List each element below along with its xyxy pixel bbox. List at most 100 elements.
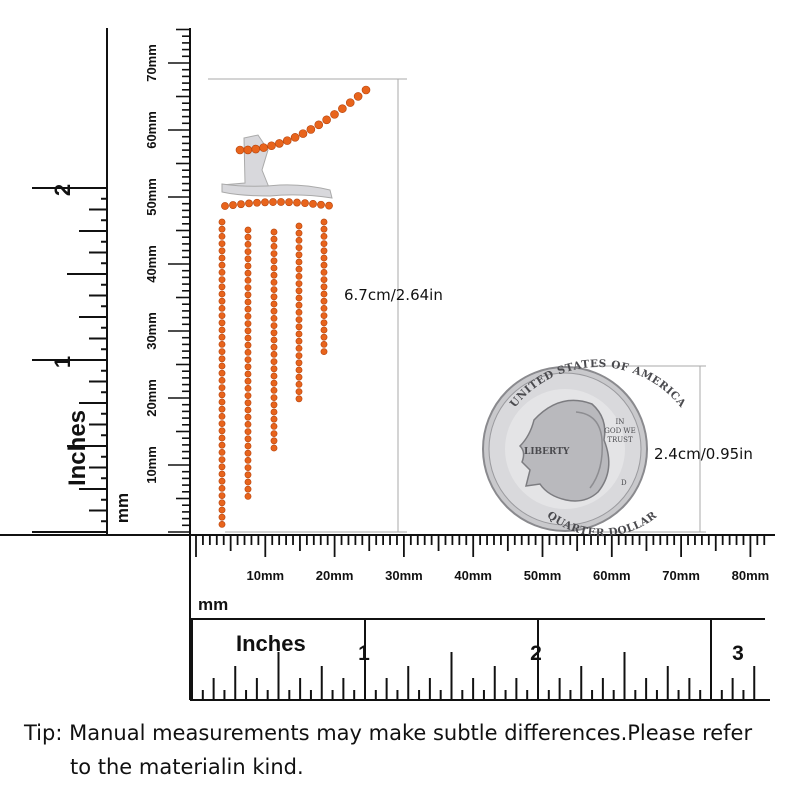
rhinestone	[270, 437, 278, 445]
rhinestone	[244, 284, 252, 291]
bottom-mm-label: 30mm	[385, 568, 423, 583]
rhinestone	[295, 222, 303, 230]
rhinestone	[244, 240, 252, 248]
rhinestone	[295, 308, 303, 316]
rhinestone	[295, 294, 303, 302]
rhinestone	[314, 120, 324, 130]
rhinestone	[270, 307, 278, 315]
rhinestone	[295, 316, 303, 323]
rhinestone	[320, 326, 328, 334]
rhinestone	[244, 356, 252, 363]
rhinestone	[270, 444, 278, 452]
rhinestone	[330, 110, 339, 119]
rhinestone	[270, 336, 278, 344]
left-mm-label: 10mm	[144, 446, 159, 484]
rhinestone	[218, 448, 226, 456]
rhinestone	[244, 399, 252, 407]
rhinestone	[295, 301, 303, 309]
rhinestone	[275, 139, 284, 148]
rhinestone	[320, 225, 328, 233]
rhinestone	[218, 484, 226, 492]
rhinestone	[270, 430, 278, 437]
rhinestone	[218, 268, 226, 276]
rhinestone	[295, 244, 303, 251]
rhinestone	[244, 291, 252, 299]
rhinestone	[218, 521, 226, 528]
rhinestone	[244, 442, 252, 450]
rhinestone	[244, 327, 252, 335]
rhinestone	[270, 379, 278, 387]
rhinestone	[243, 145, 253, 155]
rhinestone	[345, 98, 355, 107]
rhinestone	[320, 297, 328, 305]
bottom-mm-label: 80mm	[732, 568, 770, 583]
rhinestone	[218, 348, 226, 355]
rhinestone	[320, 333, 328, 341]
rhinestone	[218, 225, 226, 233]
rhinestone	[320, 348, 328, 355]
rhinestone	[218, 412, 226, 420]
rhinestone	[244, 348, 252, 356]
rhinestone	[301, 199, 309, 208]
rhinestone	[270, 343, 278, 351]
rhinestone	[244, 226, 252, 234]
rhinestone	[244, 478, 252, 486]
rhinestone	[270, 286, 278, 293]
rhinestone	[251, 144, 261, 154]
rhinestone	[295, 344, 303, 352]
rhinestone	[244, 334, 252, 342]
earring-length-label: 6.7cm/2.64in	[344, 286, 443, 304]
washington-portrait-icon	[518, 399, 610, 502]
rhinestone	[270, 372, 278, 380]
rhinestone	[295, 251, 303, 259]
rhinestone	[218, 456, 226, 463]
rhinestone	[237, 200, 245, 209]
rhinestone	[244, 320, 252, 327]
rhinestone	[295, 258, 303, 266]
rhinestone	[244, 485, 252, 493]
bottom-mm-label: 40mm	[454, 568, 492, 583]
rhinestone	[322, 115, 331, 125]
rhinestone	[218, 506, 226, 514]
rhinestone	[309, 199, 317, 208]
rhinestone	[320, 290, 328, 298]
rhinestone	[317, 200, 325, 209]
rhinestone	[295, 373, 303, 381]
rhinestone	[290, 133, 300, 142]
rhinestone	[244, 377, 252, 385]
left-mm-label: 30mm	[144, 312, 159, 350]
bottom-mm-unit: mm	[198, 595, 228, 614]
rhinestone	[229, 201, 237, 209]
rhinestone	[270, 250, 278, 257]
rhinestone	[218, 254, 226, 262]
rhinestone	[320, 254, 328, 262]
bottom-mm-label: 60mm	[593, 568, 631, 583]
rhinestone	[218, 297, 226, 305]
rhinestone	[270, 264, 278, 272]
coin-diameter-label: 2.4cm/0.95in	[654, 445, 753, 463]
rhinestone	[270, 322, 278, 329]
rhinestone	[259, 143, 268, 152]
rhinestone	[244, 262, 252, 270]
left-mm-label: 70mm	[144, 44, 159, 82]
rhinestone	[295, 380, 303, 388]
rhinestone	[270, 394, 278, 401]
rhinestone	[218, 218, 226, 226]
rhinestone	[270, 422, 278, 430]
rhinestone	[218, 340, 226, 348]
rhinestone	[218, 283, 226, 291]
left-mm-label: 60mm	[144, 111, 159, 149]
rhinestone	[218, 319, 226, 327]
rhinestone	[218, 513, 226, 521]
left-inch-unit: Inches	[64, 410, 91, 486]
rhinestone	[218, 391, 226, 399]
rhinestone	[320, 261, 328, 269]
rhinestone	[277, 198, 285, 206]
rhinestone	[253, 198, 261, 207]
rhinestone	[218, 434, 226, 442]
bottom-inch-ruler	[190, 620, 770, 701]
rhinestone	[270, 358, 278, 365]
rhinestone	[270, 257, 278, 265]
rhinestone	[244, 392, 252, 399]
